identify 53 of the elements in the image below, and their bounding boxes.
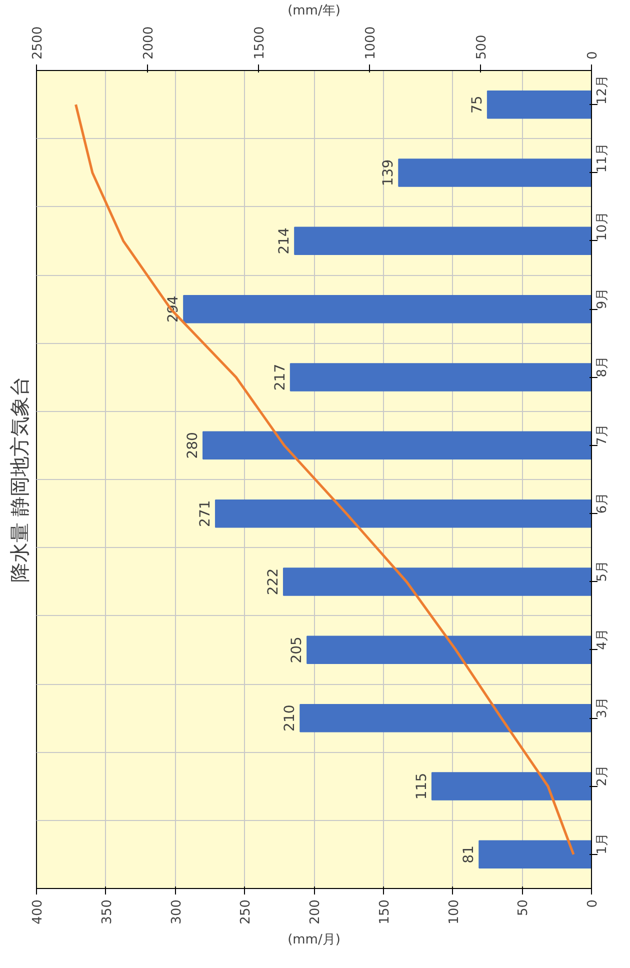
y-tick-label: 7月 [595, 424, 610, 446]
y-tick-label: 6月 [595, 492, 610, 514]
data-label: 139 [380, 159, 397, 186]
x2-tick-label: 500 [474, 34, 490, 60]
bar [431, 772, 592, 800]
x-tick-label: 50 [516, 899, 532, 916]
data-label: 222 [265, 568, 282, 596]
x-axis-title: (mm/月) [288, 932, 340, 948]
data-label: 210 [282, 704, 298, 732]
bar [486, 90, 592, 119]
y-tick-label: 1月 [595, 833, 610, 854]
y-tick-label: 11月 [595, 143, 610, 173]
x-tick-label: 150 [377, 899, 392, 924]
bar [306, 636, 592, 664]
y-tick-label: 4月 [595, 628, 610, 650]
x2-axis-title: (mm/年) [288, 3, 340, 18]
x-tick-label: 400 [30, 899, 46, 924]
data-label: 280 [185, 432, 201, 459]
data-label: 271 [197, 500, 214, 527]
y-tick-label: 3月 [595, 696, 610, 718]
y-tick-label: 8月 [595, 356, 610, 378]
data-label: 75 [469, 96, 486, 114]
bar [214, 499, 592, 528]
text: 降水量 静岡地方気象台 [8, 376, 32, 583]
x-tick-label: 0 [586, 899, 600, 908]
x2-tick-label: 1500 [252, 26, 268, 60]
x2-tick-label: 2000 [142, 26, 156, 60]
y-tick-label: 9月 [595, 288, 610, 310]
y-tick-label: 2月 [595, 764, 610, 786]
x-tick-label: 250 [238, 899, 254, 924]
y-tick-label: 10月 [595, 211, 610, 241]
bar [202, 431, 592, 460]
x2-tick-label: 0 [586, 51, 600, 60]
bar [398, 158, 592, 187]
data-label: 115 [414, 772, 430, 800]
bar [290, 363, 592, 392]
x-tick-label: 200 [308, 899, 323, 924]
bar [300, 704, 592, 732]
data-label: 81 [461, 845, 478, 864]
x2-tick-label: 2500 [30, 26, 46, 60]
y-tick-label: 5月 [595, 560, 610, 582]
x-tick-label: 300 [169, 899, 184, 924]
data-label: 214 [276, 227, 293, 254]
bar [183, 294, 592, 324]
data-label: 205 [289, 636, 306, 664]
data-label: 217 [272, 364, 288, 391]
x-tick-label: 100 [446, 899, 462, 924]
x2-tick-label: 1000 [364, 26, 378, 60]
y-tick-label: 12月 [595, 75, 610, 105]
bar [478, 840, 592, 869]
bar [294, 226, 592, 256]
bar [282, 568, 592, 596]
x-tick-label: 350 [100, 899, 115, 924]
